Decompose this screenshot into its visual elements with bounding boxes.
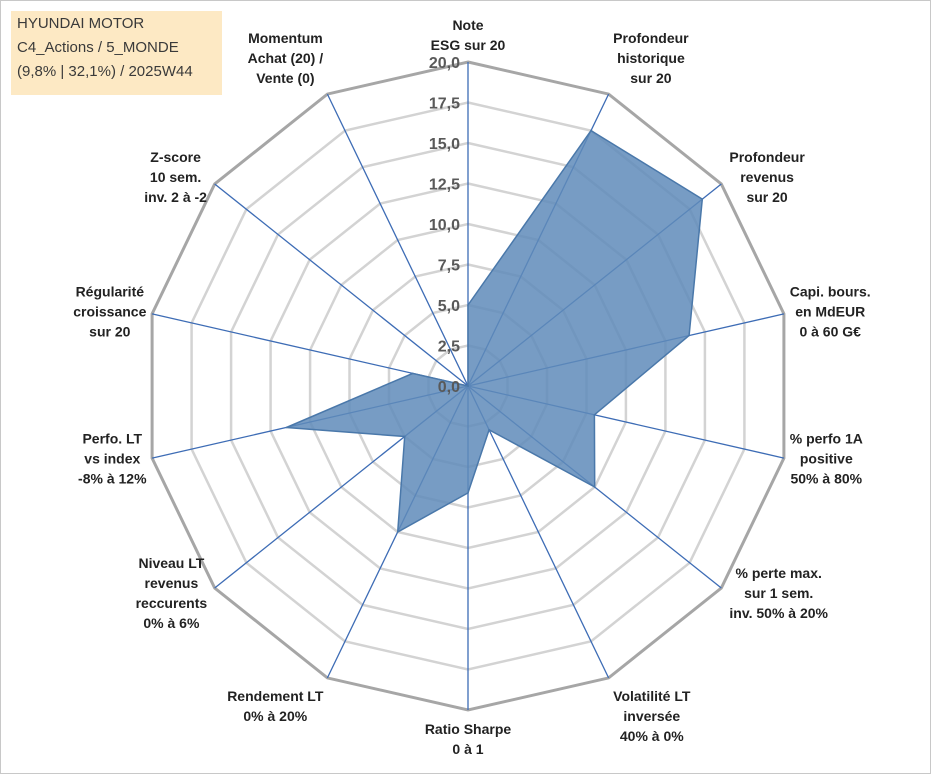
data-point (403, 435, 406, 438)
axis-label-line: Note (452, 17, 483, 33)
axis-label-line: Achat (20) / (248, 50, 324, 66)
spoke-line (326, 93, 469, 387)
tick-label: 12,5 (429, 177, 460, 194)
axis-label: Profondeur revenus sur 20 (729, 149, 805, 205)
axis-label: Ratio Sharpe 0 à 1 (425, 721, 512, 757)
data-point (411, 372, 414, 375)
axis-label-line: historique (617, 50, 685, 66)
axis-label-line: Niveau LT (138, 555, 204, 571)
axis-label-line: ESG sur 20 (431, 37, 506, 53)
data-point (593, 486, 596, 488)
axis-label-line: -8% à 12% (78, 470, 147, 486)
axis-label-line: 0 à 60 G€ (799, 324, 861, 340)
axis-label-line: Profondeur (613, 30, 689, 46)
data-point (688, 334, 690, 337)
tick-label: 15,0 (429, 136, 460, 153)
axis-label-line: Momentum (248, 30, 323, 46)
axis-label: Perfo. LT vs index -8% à 12% (78, 430, 147, 486)
axis-label-line: sur 20 (746, 189, 787, 205)
axis-label-line: 0% à 20% (243, 708, 307, 724)
data-point (467, 385, 469, 387)
axis-label-line: positive (800, 450, 853, 466)
data-point (396, 531, 399, 533)
axis-label: % perte max. sur 1 sem. inv. 50% à 20% (729, 565, 828, 621)
series-area (286, 129, 704, 534)
axis-label-line: % perfo 1A (790, 430, 863, 446)
info-box: HYUNDAI MOTOR C4_Actions / 5_MONDE (9,8%… (11, 11, 222, 95)
tick-label: 5,0 (438, 298, 460, 315)
info-stats: (9,8% | 32,1%) / 2025W44 (17, 63, 193, 80)
axis-label-line: Profondeur (729, 149, 805, 165)
axis-label-line: revenus (740, 169, 794, 185)
data-point (488, 429, 490, 431)
axis-label: Rendement LT 0% à 20% (227, 688, 324, 724)
axis-label-line: 50% à 80% (790, 470, 862, 486)
data-point (590, 129, 592, 132)
data-point (593, 414, 596, 416)
data-point (285, 426, 288, 429)
axis-label-line: Régularité (76, 284, 145, 300)
axis-label-line: Rendement LT (227, 688, 324, 704)
axis-label: Capi. bours. en MdEUR 0 à 60 G€ (790, 284, 871, 340)
axis-label-line: Volatilité LT (613, 688, 691, 704)
axis-label-line: 40% à 0% (620, 728, 684, 744)
axis-label-line: sur 20 (630, 70, 671, 86)
axis-label-line: inv. 2 à -2 (144, 189, 207, 205)
axis-label-line: revenus (145, 575, 199, 591)
spoke-line (214, 183, 469, 387)
axis-label-line: Ratio Sharpe (425, 721, 512, 737)
radial-tick-labels: 0,0 2,5 5,0 7,5 10,0 12,5 15,0 17,5 20,0 (429, 55, 460, 396)
tick-label: 2,5 (438, 339, 460, 356)
axis-label: Régularité croissance sur 20 (73, 284, 146, 340)
tick-label: 17,5 (429, 96, 460, 113)
axis-label-line: inversée (623, 708, 680, 724)
axis-label-line: 0 à 1 (452, 741, 483, 757)
info-category: C4_Actions / 5_MONDE (17, 39, 179, 56)
tick-label: 10,0 (429, 217, 460, 234)
axis-label: Niveau LT revenus reccurents 0% à 6% (136, 555, 208, 631)
axis-labels: Note ESG sur 20 Profondeur historique sur 20… (73, 17, 870, 757)
axis-label: Profondeur historique sur 20 (613, 30, 689, 86)
axis-label-line: sur 1 sem. (744, 585, 813, 601)
axis-label-line: 10 sem. (150, 169, 201, 185)
axis-label-line: Capi. bours. (790, 284, 871, 300)
axis-label-line: Z-score (150, 149, 201, 165)
axis-label-line: sur 20 (89, 324, 130, 340)
data-point (701, 198, 704, 200)
tick-label: 0,0 (438, 379, 460, 396)
axis-label-line: Vente (0) (256, 70, 314, 86)
axis-label: Momentum Achat (20) / Vente (0) (248, 30, 324, 86)
data-point (467, 304, 469, 306)
data-point (467, 492, 469, 494)
axis-label-line: vs index (84, 450, 140, 466)
axis-label-line: Perfo. LT (82, 430, 142, 446)
axis-label-line: croissance (73, 304, 146, 320)
tick-label: 7,5 (438, 258, 460, 275)
axis-label: Z-score 10 sem. inv. 2 à -2 (144, 149, 207, 205)
axis-label: % perfo 1A positive 50% à 80% (790, 430, 863, 486)
axis-label-line: inv. 50% à 20% (729, 605, 828, 621)
axis-label: Note ESG sur 20 (431, 17, 506, 53)
tick-label: 20,0 (429, 55, 460, 72)
axis-label: Volatilité LT inversée 40% à 0% (613, 688, 691, 744)
axis-label-line: 0% à 6% (143, 615, 200, 631)
radar-series (285, 129, 704, 534)
axis-label-line: reccurents (136, 595, 208, 611)
axis-label-line: % perte max. (736, 565, 822, 581)
info-company-name: HYUNDAI MOTOR (17, 15, 145, 32)
axis-label-line: en MdEUR (795, 304, 865, 320)
spoke-line (467, 385, 610, 679)
